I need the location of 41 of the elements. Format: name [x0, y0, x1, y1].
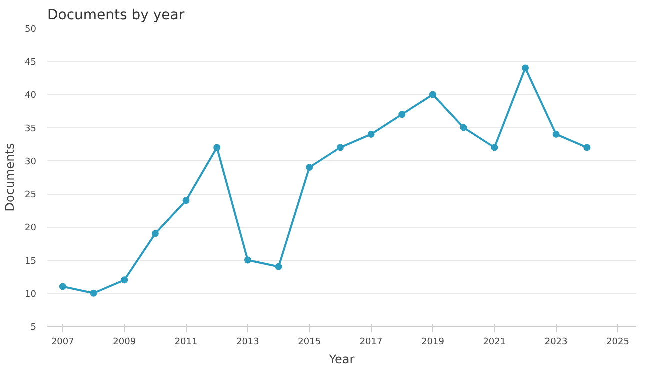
point	[552, 130, 560, 138]
x-tick-label: 2015	[298, 338, 322, 348]
x-tick-label: 2017	[360, 338, 383, 348]
y-tick-label: 25	[25, 190, 36, 201]
x-tick-label: 2025	[606, 338, 630, 348]
y-tick-label: 40	[25, 91, 37, 102]
point	[59, 283, 66, 290]
y-tick-label: 15	[25, 256, 36, 267]
point	[244, 256, 252, 264]
point	[306, 164, 314, 172]
x-tick-label: 2021	[483, 338, 506, 348]
point	[214, 144, 221, 152]
y-tick-label: 5	[30, 323, 37, 333]
y-tick-label: 45	[25, 58, 36, 68]
y-tick-label: 30	[25, 157, 37, 168]
point	[584, 144, 591, 152]
point	[429, 91, 436, 98]
point	[491, 144, 498, 152]
x-tick-label: 2007	[51, 338, 74, 348]
point	[368, 130, 375, 138]
y-tick-label: 50	[25, 25, 37, 35]
x-tick-label: 2019	[422, 338, 445, 348]
point	[90, 290, 98, 297]
y-axis-title: Documents	[3, 143, 18, 212]
point	[398, 111, 406, 118]
y-tick-label: 20	[25, 224, 37, 234]
point	[182, 197, 190, 204]
point	[460, 124, 468, 132]
y-tick-label: 35	[25, 124, 36, 134]
x-axis-title: Year	[328, 352, 355, 366]
y-tick-label: 10	[25, 290, 37, 300]
x-tick-label: 2009	[113, 338, 136, 348]
x-tick-label: 2011	[174, 338, 198, 348]
x-tick-label: 2013	[236, 338, 260, 348]
x-tick-label: 2023	[544, 338, 568, 348]
point	[336, 144, 344, 152]
point	[275, 263, 282, 270]
point	[121, 276, 128, 284]
point	[522, 64, 529, 72]
point	[152, 230, 159, 238]
chart-title: Documents by year	[48, 8, 185, 24]
